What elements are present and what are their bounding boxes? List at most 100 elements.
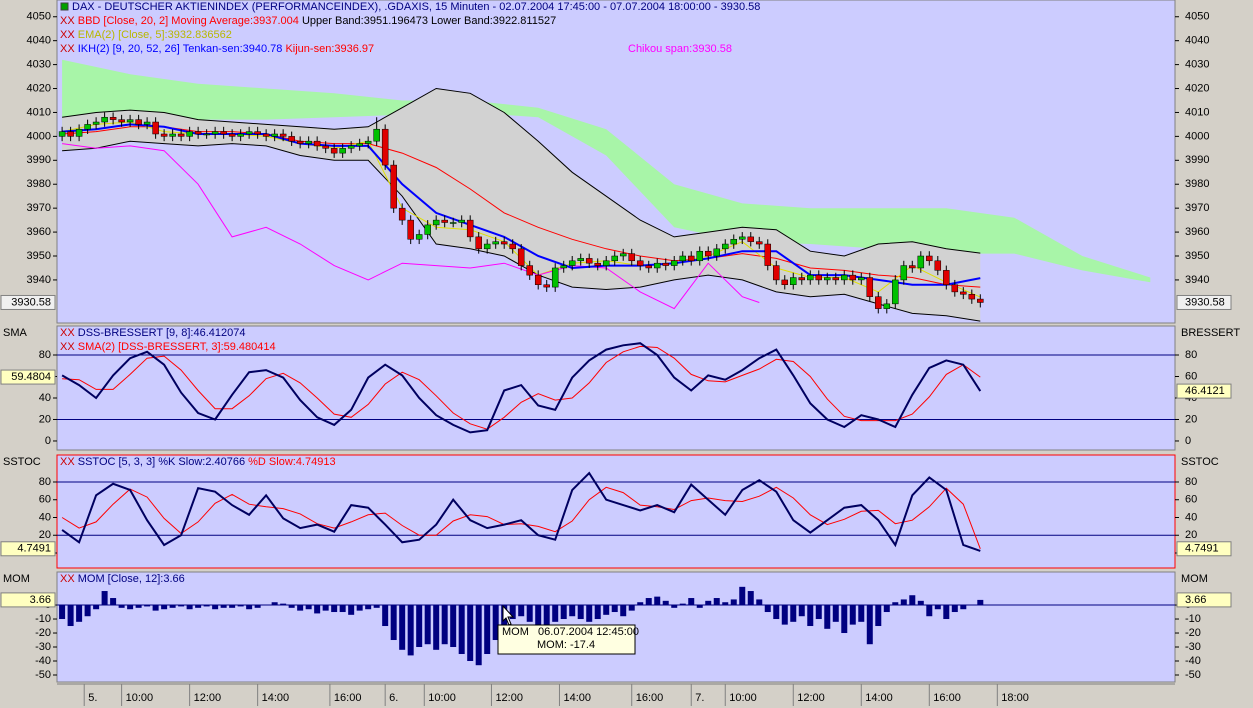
y-tick-label: 3960 — [1185, 226, 1209, 238]
bar — [790, 605, 797, 622]
y-tick-label: 4000 — [1185, 130, 1209, 142]
bar — [926, 605, 933, 617]
candle-body — [662, 262, 669, 266]
y-tick-label: 60 — [1185, 494, 1197, 506]
candle-body — [449, 222, 457, 224]
bar — [739, 586, 746, 606]
bar — [747, 591, 754, 606]
candle-body — [143, 121, 151, 125]
bar — [883, 605, 890, 613]
panel-title: SSTOC — [1181, 456, 1219, 468]
series-line — [61, 486, 981, 549]
candle-body — [628, 253, 635, 262]
bar — [688, 598, 695, 606]
value-marker-label: 3.66 — [1185, 594, 1206, 606]
candle-body — [84, 124, 91, 130]
bar — [186, 605, 193, 610]
bar — [288, 605, 295, 608]
x-tick-label: 12:00 — [797, 692, 825, 704]
y-tick-label: -10 — [1185, 613, 1201, 625]
x-tick-label: 16:00 — [933, 692, 961, 704]
series-line — [61, 471, 981, 552]
candle-body — [220, 131, 227, 135]
band-area — [62, 59, 1151, 283]
candle-body — [704, 250, 712, 257]
bar — [110, 598, 117, 606]
candle-body — [390, 164, 397, 209]
bar — [764, 605, 771, 613]
tooltip-text: MOM: -17.4 — [537, 639, 595, 651]
bar — [756, 599, 763, 606]
candle-body — [330, 148, 338, 154]
bar — [535, 605, 542, 627]
y-tick-label: 3970 — [27, 202, 51, 214]
x-tick-label: 10:00 — [126, 692, 154, 704]
bar — [875, 605, 882, 627]
y-tick-label: 4040 — [27, 35, 51, 47]
bar — [450, 605, 457, 648]
bar — [552, 605, 559, 622]
bar — [59, 605, 66, 620]
candle-body — [585, 258, 593, 264]
x-tick-label: 12:00 — [194, 692, 222, 704]
candle-body — [917, 255, 925, 269]
candle-body — [943, 270, 950, 285]
value-marker — [0, 294, 56, 310]
bar — [373, 605, 380, 608]
bar — [909, 595, 916, 606]
bar — [900, 599, 907, 606]
candle-body — [832, 277, 840, 281]
bar — [475, 605, 482, 666]
band-area — [62, 88, 981, 322]
value-marker-label: 3.66 — [30, 594, 51, 606]
panel-title: MOM — [1181, 573, 1208, 585]
bar — [722, 602, 729, 606]
bar — [280, 603, 287, 606]
candle-body — [109, 116, 117, 120]
value-marker-label: 46.4121 — [1185, 385, 1225, 397]
legend-text: SSTOC [5, 3, 3] %K Slow:2.40766 — [75, 456, 245, 468]
candle-body — [203, 133, 210, 136]
candle-body — [305, 140, 312, 144]
bar — [458, 605, 465, 655]
candle-body — [909, 265, 916, 269]
candle-body — [798, 277, 806, 281]
candle-body — [279, 133, 287, 137]
value-marker — [1176, 541, 1232, 557]
value-marker — [0, 369, 56, 385]
y-tick-label: -30 — [35, 641, 51, 653]
bar — [730, 599, 737, 606]
candle-body — [126, 119, 134, 123]
bar — [314, 605, 321, 614]
bar — [696, 605, 703, 608]
y-tick-label: 0 — [45, 435, 51, 447]
value-marker-label: 4.7491 — [1185, 543, 1219, 555]
candle-body — [228, 133, 236, 137]
legend-text: XX — [60, 341, 75, 353]
candle-body — [602, 260, 610, 266]
tooltip-text: MOM 06.07.2004 12:45:00 — [502, 626, 639, 638]
candle-body — [670, 260, 678, 266]
candle-body — [373, 128, 380, 142]
candle-body — [177, 133, 185, 137]
candle-body — [619, 253, 627, 257]
bar — [543, 605, 550, 631]
y-tick-label: 3960 — [27, 226, 51, 238]
bar — [135, 605, 142, 608]
x-tick-label: 14:00 — [563, 692, 591, 704]
candle-body — [849, 274, 857, 281]
bar — [637, 602, 644, 606]
candle-body — [296, 140, 304, 144]
bar — [628, 605, 635, 611]
bar — [118, 605, 125, 608]
legend-text: Kijun-sen:3936.97 — [282, 43, 374, 55]
legend-text: XX — [60, 43, 75, 55]
candle-body — [135, 119, 142, 125]
plot-group — [58, 59, 1151, 322]
bar — [441, 605, 448, 645]
bar — [84, 605, 91, 617]
y-tick-label: -40 — [35, 655, 51, 667]
y-tick-label: 40 — [39, 392, 51, 404]
y-tick-label: 80 — [39, 476, 51, 488]
legend-text: %D Slow:4.74913 — [245, 456, 336, 468]
